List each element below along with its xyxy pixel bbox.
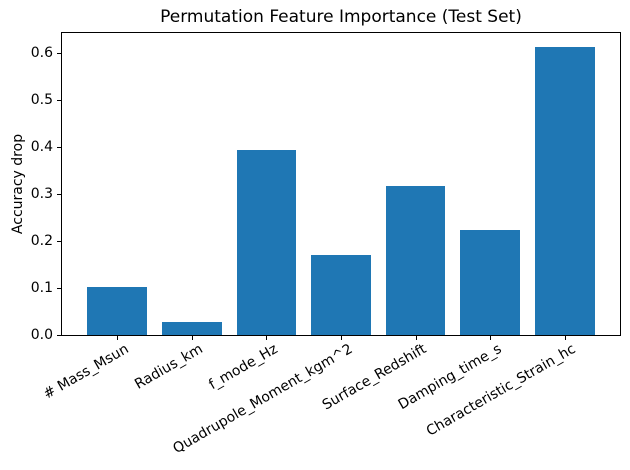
x-tick-mark: [564, 336, 566, 340]
y-tick-label: 0.5: [30, 92, 53, 109]
y-tick-mark: [57, 147, 61, 148]
bar-Damping_time_s: [460, 229, 521, 335]
y-tick-label: 0.1: [30, 280, 53, 296]
bar-Quadrupole_Moment_kgm^2: [311, 254, 371, 335]
y-tick-label: 0.2: [30, 233, 53, 249]
x-tick-label: # Mass_Msun: [40, 341, 132, 403]
y-tick-mark: [57, 100, 61, 102]
bar-Characteristic_Strain_hc: [534, 47, 595, 335]
y-tick-mark: [57, 335, 61, 336]
y-tick-mark: [57, 194, 61, 195]
x-tick-mark: [117, 336, 119, 340]
x-tick-label: Radius_km: [132, 341, 206, 393]
y-tick-label: 0.4: [30, 139, 53, 155]
y-tick-label: 0.3: [30, 186, 53, 202]
y-tick-mark: [57, 241, 61, 242]
y-tick-label: 0.6: [30, 45, 53, 62]
y-tick-mark: [57, 288, 61, 289]
x-tick-mark: [490, 336, 492, 340]
bar-Surface_Redshift: [385, 186, 446, 335]
x-tick-mark: [341, 336, 342, 340]
plot-area: [61, 32, 621, 336]
chart-title: Permutation Feature Importance (Test Set…: [160, 7, 522, 27]
x-tick-mark: [415, 336, 417, 340]
bar-# Mass_Msun: [87, 287, 148, 335]
y-tick-mark: [57, 53, 61, 55]
y-tick-label: 0.0: [30, 327, 53, 343]
bar-Radius_km: [161, 322, 222, 335]
x-tick-mark: [266, 336, 268, 340]
bar-f_mode_Hz: [236, 149, 297, 335]
x-tick-mark: [191, 336, 193, 340]
